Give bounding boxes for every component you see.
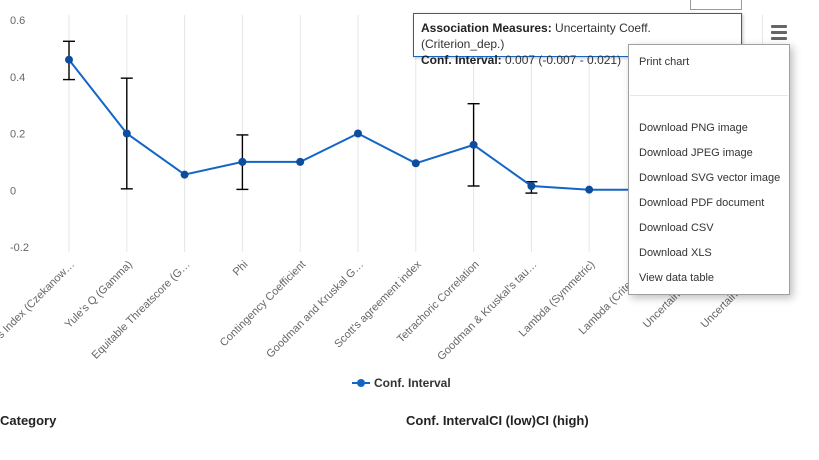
y-axis-ticks: 0.6 0.4 0.2 0 -0.2 [10,15,29,254]
menu-item-pdf[interactable]: Download PDF document [639,197,765,209]
y-tick-label: 0.4 [10,72,25,84]
legend[interactable]: Conf. Interval [352,376,451,390]
data-point[interactable] [469,140,478,149]
x-tick-label: s Index (Czekanow… [0,259,77,341]
legend-swatch-icon [352,377,370,389]
legend-label: Conf. Interval [374,376,451,390]
menu-item-jpeg[interactable]: Download JPEG image [639,147,753,159]
x-tick-label: Goodman & Kruskal's tau… [435,259,539,363]
menu-item-svg[interactable]: Download SVG vector image [639,172,781,184]
hamburger-menu-icon[interactable] [763,16,793,46]
tooltip-line-interval: Conf. Interval: 0.007 (-0.007 - 0.021) [421,53,622,67]
y-tick-label: -0.2 [10,242,29,254]
table-header-values: Conf. IntervalCI (low)CI (high) [406,413,589,428]
data-point[interactable] [65,55,73,64]
menu-item-print[interactable]: Print chart [639,56,690,68]
menu-item-png[interactable]: Download PNG image [639,122,748,134]
x-tick-label: Goodman and Kruskal G… [264,259,366,361]
y-tick-label: 0.6 [10,15,25,27]
data-point[interactable] [180,170,189,179]
data-point[interactable] [585,185,594,194]
menu-item-data-table[interactable]: View data table [639,272,715,284]
tooltip-line-measure: Association Measures: Uncertainty Coeff.… [421,21,651,51]
data-point[interactable] [238,157,247,166]
data-point[interactable] [527,181,536,190]
partial-frame [690,0,742,10]
menu-divider [630,95,788,96]
data-point[interactable] [411,159,420,168]
data-point[interactable] [296,157,305,166]
x-tick-label: Phi [231,259,251,279]
menu-item-xls[interactable]: Download XLS [639,247,712,259]
x-tick-label: Equitable Threatscore (G… [90,259,193,362]
table-header-category: Category [0,413,57,428]
y-tick-label: 0 [10,185,16,197]
export-menu: Print chart Download PNG image Download … [628,44,790,295]
y-tick-label: 0.2 [10,129,25,141]
menu-item-csv[interactable]: Download CSV [639,222,714,234]
data-point[interactable] [122,129,131,138]
data-point[interactable] [354,129,362,138]
